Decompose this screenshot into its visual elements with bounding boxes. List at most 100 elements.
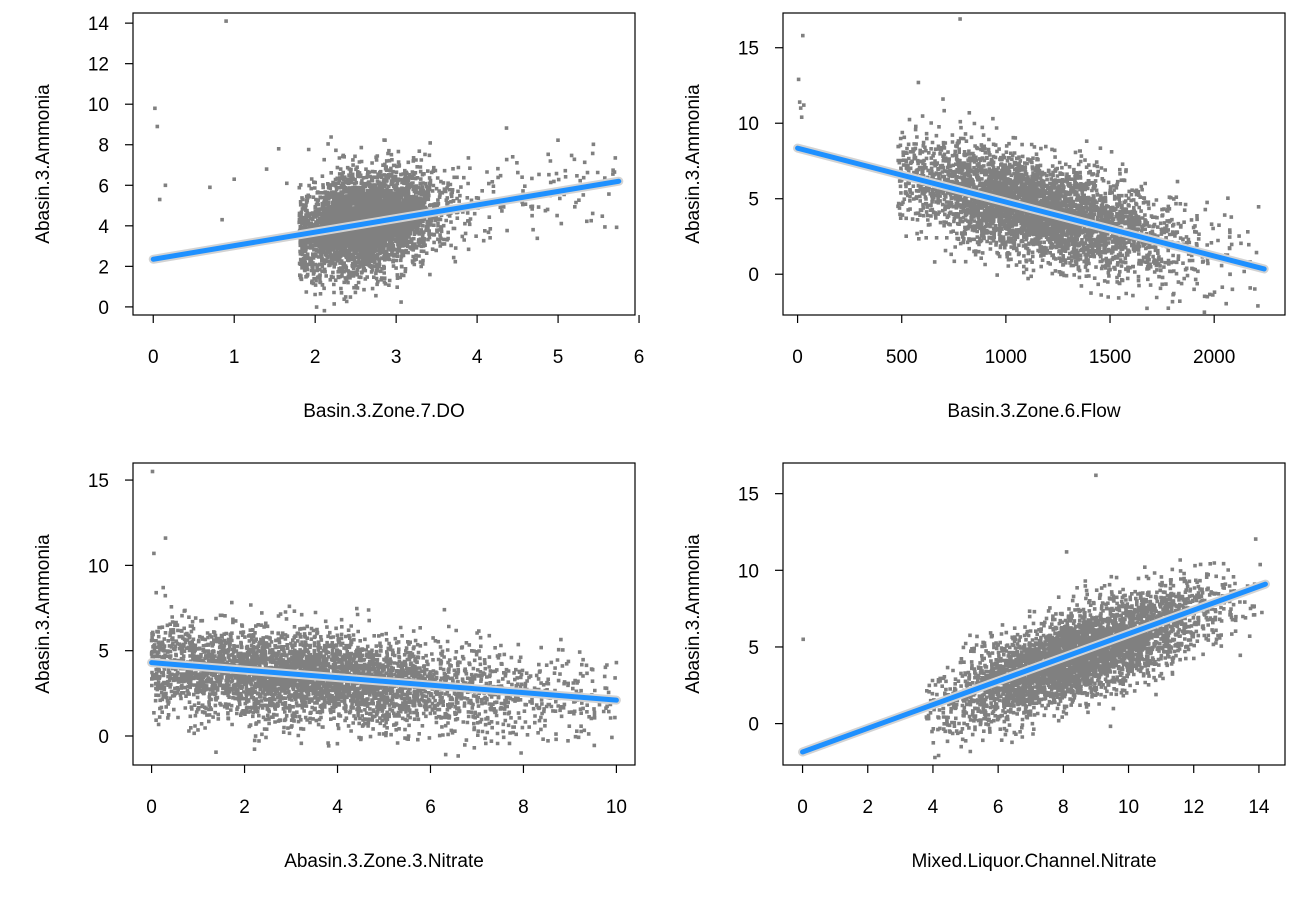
point-cloud — [896, 97, 1261, 314]
y-tick-label: 4 — [98, 217, 109, 238]
outlier-point-3 — [154, 590, 158, 595]
x-tick-label: 6 — [425, 797, 436, 818]
x-tick-label: 6 — [993, 797, 1004, 818]
outlier-point-1 — [796, 77, 801, 82]
outlier-point-4 — [163, 183, 168, 188]
x-tick-label: 4 — [332, 797, 343, 818]
x-tick-label: 0 — [792, 347, 803, 368]
outlier-point-9 — [1256, 304, 1260, 308]
outlier-point-6 — [802, 103, 806, 107]
fit-line — [795, 145, 1267, 272]
y-tick-label: 8 — [98, 136, 109, 157]
x-tick-label: 1 — [229, 347, 240, 368]
y-tick-label: 15 — [88, 471, 109, 492]
x-tick-label: 14 — [1248, 797, 1270, 818]
x-tick-label: 6 — [634, 347, 645, 368]
y-tick-label: 2 — [98, 257, 109, 278]
outlier-point-11 — [285, 181, 289, 186]
x-tick-label: 4 — [472, 347, 483, 368]
scatter-panel-2: 0 500 1000 1500 2000 0 5 10 15 Basin.3.Zone.6.Flo… — [683, 12, 1286, 422]
scatter-panel-4: 0 2 4 6 8 10 12 14 0 5 10 15 Mixed.Liquor.Channel.Ni… — [683, 462, 1286, 872]
y-axis-label: Abasin.3.Ammonia — [683, 84, 704, 244]
fit-line — [149, 660, 619, 703]
fit-line — [150, 178, 622, 262]
scatter-panel-1: 0 1 2 3 4 5 602468101214Basin.3.Zone.7.DOAbasi… — [33, 12, 645, 422]
x-tick-label: 0 — [148, 347, 159, 368]
point-cloud — [297, 126, 619, 313]
outlier-point-10 — [276, 147, 281, 151]
outlier-point-1 — [153, 106, 157, 111]
y-tick-label: 15 — [738, 485, 759, 506]
y-tick-label: 15 — [738, 39, 759, 60]
x-tick-label: 2 — [862, 797, 873, 818]
outlier-point-9 — [264, 167, 269, 171]
outlier-point-6 — [442, 607, 447, 612]
outlier-point-5 — [161, 585, 165, 590]
x-axis-label: Abasin.3.Zone.3.Nitrate — [284, 851, 484, 872]
outlier-point-2 — [152, 551, 156, 556]
x-tick-label: 2000 — [1193, 347, 1235, 368]
y-axis-label: Abasin.3.Ammonia — [33, 84, 54, 244]
x-tick-label: 3 — [391, 347, 402, 368]
x-tick-label: 8 — [518, 797, 529, 818]
outlier-point-3 — [157, 197, 162, 202]
x-tick-label: 10 — [606, 797, 627, 818]
outlier-point-6 — [220, 217, 224, 222]
scatter-panel-3: 0 2 4 6 8 10 0 5 10 15 Abasin.3.Zone.3.Nitrate Abas… — [33, 462, 636, 872]
y-tick-label: 10 — [88, 556, 109, 577]
y-tick-label: 10 — [88, 95, 109, 116]
x-tick-label: 1000 — [985, 347, 1027, 368]
fit-line — [800, 581, 1268, 755]
y-tick-label: 5 — [748, 638, 759, 659]
outlier-point-8 — [958, 17, 962, 21]
outlier-point-3 — [1064, 550, 1069, 554]
plot-frame — [782, 462, 1286, 766]
x-tick-label: 0 — [146, 797, 157, 818]
y-tick-label: 6 — [98, 176, 109, 197]
x-tick-label: 5 — [553, 347, 564, 368]
outlier-point-4 — [799, 115, 804, 119]
outlier-point-2 — [155, 124, 160, 129]
x-tick-label: 4 — [928, 797, 939, 818]
x-tick-label: 500 — [886, 347, 918, 368]
y-tick-label: 5 — [748, 190, 759, 211]
plot-frame — [132, 12, 636, 316]
y-tick-label: 12 — [88, 55, 109, 76]
point-cloud — [149, 593, 617, 758]
x-tick-label: 2 — [310, 347, 321, 368]
y-tick-label: 0 — [748, 265, 759, 286]
y-axis-label: Abasin.3.Ammonia — [33, 534, 54, 694]
x-tick-label: 1500 — [1089, 347, 1131, 368]
x-tick-label: 12 — [1183, 797, 1204, 818]
outlier-point-8 — [614, 660, 619, 665]
outlier-point-5 — [801, 33, 805, 38]
outlier-point-1 — [150, 469, 155, 474]
y-tick-label: 10 — [738, 114, 759, 135]
outlier-point-1 — [801, 637, 805, 642]
x-tick-label: 0 — [797, 797, 808, 818]
outlier-point-7 — [359, 737, 363, 742]
y-tick-label: 0 — [98, 727, 109, 748]
outlier-point-4 — [163, 536, 168, 540]
x-tick-label: 8 — [1058, 797, 1069, 818]
outlier-point-8 — [232, 177, 236, 181]
y-tick-label: 0 — [748, 715, 759, 736]
outlier-point-3 — [798, 106, 803, 110]
plot-frame — [132, 462, 636, 766]
x-axis-label: Basin.3.Zone.6.Flow — [947, 401, 1120, 422]
outlier-point-5 — [208, 185, 212, 190]
outlier-point-7 — [916, 80, 921, 85]
outlier-point-7 — [224, 19, 228, 23]
x-tick-label: 2 — [239, 797, 250, 818]
y-axis-label: Abasin.3.Ammonia — [683, 534, 704, 694]
plot-frame — [782, 12, 1286, 316]
x-axis-label: Basin.3.Zone.7.DO — [303, 401, 465, 422]
y-tick-label: 0 — [98, 298, 109, 319]
y-tick-label: 5 — [98, 642, 109, 663]
x-axis-label: Mixed.Liquor.Channel.Nitrate — [911, 851, 1156, 872]
outlier-point-2 — [1094, 473, 1098, 478]
x-tick-label: 10 — [1118, 797, 1139, 818]
outlier-point-2 — [797, 100, 802, 104]
